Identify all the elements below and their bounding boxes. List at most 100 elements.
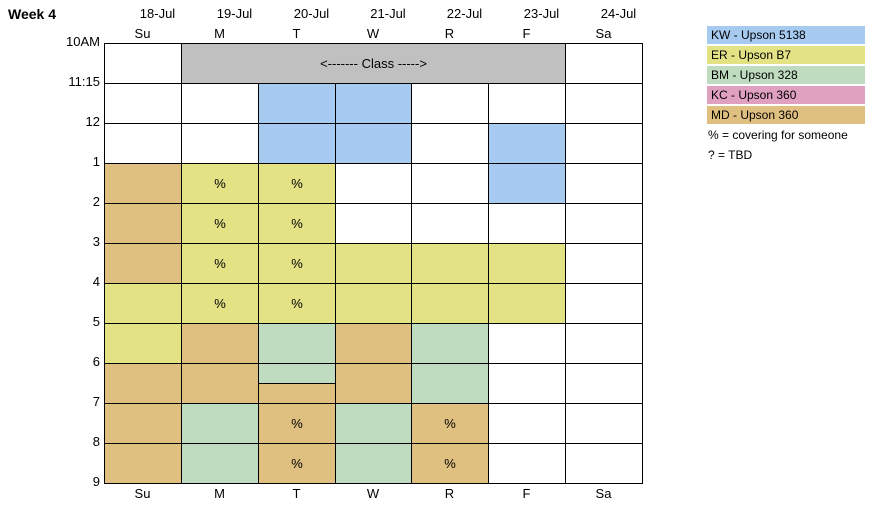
schedule-cell	[411, 123, 489, 164]
time-label: 8	[92, 434, 100, 449]
schedule-cell	[565, 203, 643, 244]
day-label: M	[214, 26, 225, 41]
schedule-cell	[181, 323, 259, 364]
schedule-cell	[335, 323, 412, 364]
day-label-bottom: F	[522, 486, 531, 501]
legend-entry: BM - Upson 328	[706, 65, 866, 85]
day-label-bottom: Sa	[595, 486, 612, 501]
date-label: 18-Jul	[139, 6, 176, 21]
date-label: 23-Jul	[523, 6, 560, 21]
cell-text: %	[291, 456, 303, 471]
schedule-cell	[181, 123, 259, 164]
schedule-cell	[335, 283, 412, 324]
schedule-cell	[488, 443, 566, 484]
cell-text: %	[291, 176, 303, 191]
schedule-cell	[565, 83, 643, 124]
schedule-cell	[488, 363, 566, 404]
day-label-bottom: W	[366, 486, 380, 501]
cell-text: %	[214, 216, 226, 231]
schedule-cell-lower	[258, 383, 336, 404]
time-label: 11:15	[68, 74, 100, 89]
schedule-cell	[411, 243, 489, 284]
cell-text: %	[444, 416, 456, 431]
schedule-cell	[411, 323, 489, 364]
date-label: 22-Jul	[446, 6, 483, 21]
schedule-cell	[488, 203, 566, 244]
schedule-cell	[488, 163, 566, 204]
schedule-cell	[335, 83, 412, 124]
time-label: 1	[92, 154, 100, 169]
cell-text: %	[291, 216, 303, 231]
schedule-cell: %	[258, 443, 336, 484]
schedule-cell	[104, 83, 182, 124]
cell-text: %	[214, 176, 226, 191]
cell-text: %	[214, 256, 226, 271]
schedule-cell	[565, 163, 643, 204]
schedule-cell: %	[181, 283, 259, 324]
schedule-cell	[411, 203, 489, 244]
legend-entry: MD - Upson 360	[706, 105, 866, 125]
date-label: 20-Jul	[293, 6, 330, 21]
legend-entry: KW - Upson 5138	[706, 25, 866, 45]
time-label: 10AM	[66, 34, 100, 49]
schedule-cell	[411, 83, 489, 124]
schedule-cell	[488, 83, 566, 124]
day-label: W	[366, 26, 380, 41]
week-title: Week 4	[8, 6, 56, 22]
schedule-cell	[104, 203, 182, 244]
schedule-cell: %	[258, 403, 336, 444]
legend-note: % = covering for someone	[708, 128, 848, 142]
schedule-cell: %	[258, 243, 336, 284]
time-label: 2	[92, 194, 100, 209]
schedule-cell	[104, 283, 182, 324]
schedule-cell	[335, 123, 412, 164]
date-label: 19-Jul	[216, 6, 253, 21]
schedule-cell	[565, 363, 643, 404]
schedule-cell	[181, 443, 259, 484]
legend-entry: KC - Upson 360	[706, 85, 866, 105]
schedule-cell	[104, 123, 182, 164]
schedule-cell	[565, 243, 643, 284]
schedule-cell	[411, 163, 489, 204]
time-label: 3	[92, 234, 100, 249]
time-label: 4	[92, 274, 100, 289]
cell-text: %	[291, 296, 303, 311]
cell-text: %	[291, 256, 303, 271]
schedule-cell: %	[181, 243, 259, 284]
schedule-cell	[335, 163, 412, 204]
schedule-cell	[488, 243, 566, 284]
schedule-cell	[335, 243, 412, 284]
time-label: 5	[92, 314, 100, 329]
schedule-cell	[565, 443, 643, 484]
day-label: F	[522, 26, 531, 41]
date-label: 24-Jul	[600, 6, 637, 21]
schedule-cell	[104, 403, 182, 444]
schedule-cell	[411, 283, 489, 324]
date-label: 21-Jul	[370, 6, 406, 21]
day-label: Sa	[595, 26, 612, 41]
cell-text: %	[444, 456, 456, 471]
legend-note: ? = TBD	[708, 148, 753, 162]
schedule-cell: %	[411, 403, 489, 444]
schedule-cell: %	[258, 203, 336, 244]
schedule-cell	[565, 123, 643, 164]
schedule-cell	[565, 283, 643, 324]
schedule-cell	[104, 363, 182, 404]
schedule-cell	[104, 323, 182, 364]
schedule-cell	[181, 403, 259, 444]
schedule-cell	[104, 243, 182, 284]
schedule-cell	[565, 403, 643, 444]
schedule-cell: %	[258, 163, 336, 204]
schedule-cell	[258, 323, 336, 364]
schedule-cell	[258, 123, 336, 164]
schedule-cell	[104, 443, 182, 484]
schedule-cell	[488, 283, 566, 324]
time-label: 12	[85, 114, 100, 129]
schedule-cell	[565, 43, 643, 84]
day-label-bottom: Su	[134, 486, 151, 501]
day-label-bottom: M	[214, 486, 225, 501]
legend-entry: ER - Upson B7	[706, 45, 866, 65]
schedule-cell: %	[411, 443, 489, 484]
day-label-bottom: T	[292, 486, 301, 501]
